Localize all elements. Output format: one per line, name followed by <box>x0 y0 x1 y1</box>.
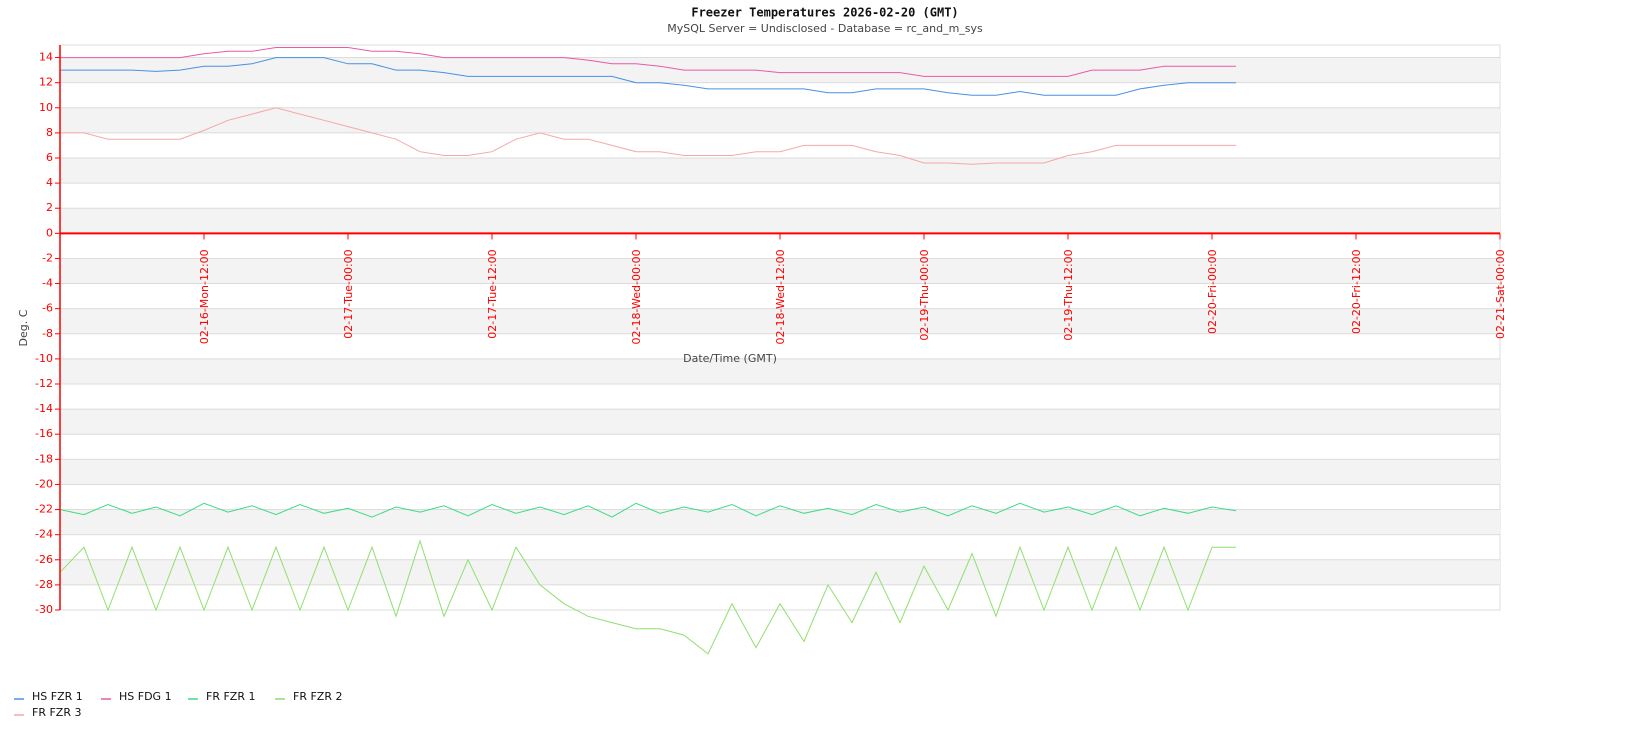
y-tick-label: -4 <box>42 277 53 290</box>
grid-band <box>60 358 1500 384</box>
series-line <box>59 539 1236 655</box>
y-tick-label: 4 <box>46 176 53 189</box>
y-tick-label: -8 <box>42 327 53 340</box>
x-tick-label: 02-21-Sat-00:00 <box>1494 249 1507 339</box>
y-tick-label: 2 <box>46 201 53 214</box>
legend-label: HS FZR 1 <box>32 690 83 703</box>
y-axis-label: Deg. C <box>17 309 30 346</box>
legend-label: FR FZR 2 <box>293 690 342 703</box>
grid-band <box>60 57 1500 83</box>
y-tick-label: 8 <box>46 126 53 139</box>
y-tick-label: -18 <box>35 452 53 465</box>
x-tick-label: 02-20-Fri-12:00 <box>1350 249 1363 334</box>
x-tick-label: 02-18-Wed-12:00 <box>774 249 787 344</box>
y-tick-label: -26 <box>35 553 53 566</box>
y-tick-label: -12 <box>35 377 53 390</box>
y-tick-label: 12 <box>39 76 53 89</box>
x-tick-label: 02-19-Thu-00:00 <box>918 249 931 340</box>
y-tick-label: 14 <box>39 51 53 64</box>
series-line <box>60 107 1236 165</box>
legend-label: FR FZR 1 <box>206 690 255 703</box>
y-tick-label: -14 <box>35 402 53 415</box>
y-tick-label: 6 <box>46 151 53 164</box>
grid-band <box>60 509 1500 535</box>
y-tick-label: 0 <box>46 226 53 239</box>
grid-bands <box>59 44 1501 611</box>
plot <box>59 47 1237 655</box>
grid-band <box>60 308 1500 334</box>
x-tick-label: 02-19-Thu-12:00 <box>1062 249 1075 340</box>
legend-label: HS FDG 1 <box>119 690 172 703</box>
chart-title: Freezer Temperatures 2026-02-20 (GMT) <box>691 6 958 20</box>
grid-band <box>60 158 1500 184</box>
x-tick-label: 02-18-Wed-00:00 <box>630 249 643 344</box>
legend-label: FR FZR 3 <box>32 706 81 719</box>
y-tick-label: -6 <box>42 302 53 315</box>
grid-band <box>60 459 1500 485</box>
grid-band <box>60 409 1500 435</box>
x-tick-label: 02-17-Tue-00:00 <box>342 249 355 338</box>
grid-band <box>60 208 1500 234</box>
y-tick-label: -28 <box>35 578 53 591</box>
y-tick-label: -10 <box>35 352 53 365</box>
y-tick-label: -16 <box>35 427 53 440</box>
x-tick-label: 02-17-Tue-12:00 <box>486 249 499 338</box>
series-line <box>59 502 1237 518</box>
chart-subtitle: MySQL Server = Undisclosed - Database = … <box>667 22 983 35</box>
y-tick-label: -22 <box>35 503 53 516</box>
y-tick-label: 10 <box>39 101 53 114</box>
grid-band <box>60 107 1500 133</box>
y-tick-label: -30 <box>35 603 53 616</box>
y-tick-label: -2 <box>42 251 53 264</box>
series-line <box>60 47 1236 77</box>
grid-band <box>60 559 1500 585</box>
x-tick-label: 02-16-Mon-12:00 <box>198 249 211 344</box>
x-tick-label: 02-20-Fri-00:00 <box>1206 249 1219 334</box>
series-line <box>60 57 1236 96</box>
grid-band <box>60 258 1500 284</box>
x-axis-label: Date/Time (GMT) <box>683 352 777 365</box>
y-tick-label: -24 <box>35 528 53 541</box>
y-tick-label: -20 <box>35 477 53 490</box>
